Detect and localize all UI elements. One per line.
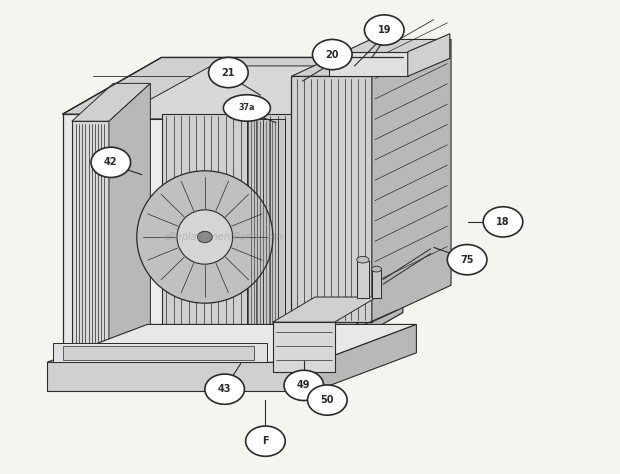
Text: 43: 43 — [218, 384, 231, 394]
Polygon shape — [109, 83, 151, 362]
Circle shape — [91, 147, 131, 177]
Circle shape — [208, 57, 248, 88]
Circle shape — [365, 15, 404, 45]
Ellipse shape — [371, 266, 381, 272]
Text: 75: 75 — [461, 255, 474, 264]
Polygon shape — [63, 114, 304, 369]
Polygon shape — [72, 121, 109, 362]
Text: eReplacementParts.com: eReplacementParts.com — [164, 232, 283, 242]
Polygon shape — [47, 324, 417, 362]
Polygon shape — [162, 114, 298, 357]
Circle shape — [483, 207, 523, 237]
Polygon shape — [273, 322, 335, 372]
Polygon shape — [115, 66, 388, 119]
Polygon shape — [372, 270, 381, 299]
Polygon shape — [247, 119, 285, 355]
Ellipse shape — [356, 256, 369, 263]
Polygon shape — [291, 66, 388, 360]
Polygon shape — [372, 39, 451, 322]
Ellipse shape — [137, 171, 273, 303]
Circle shape — [448, 245, 487, 275]
Polygon shape — [329, 52, 408, 76]
Polygon shape — [47, 362, 316, 391]
Circle shape — [246, 426, 285, 456]
Polygon shape — [63, 346, 254, 360]
Circle shape — [197, 231, 212, 243]
Ellipse shape — [177, 210, 232, 264]
Text: 19: 19 — [378, 25, 391, 35]
Text: 20: 20 — [326, 50, 339, 60]
Text: 21: 21 — [221, 67, 235, 78]
Circle shape — [205, 374, 244, 404]
Polygon shape — [316, 324, 417, 391]
Text: 18: 18 — [496, 217, 510, 227]
Polygon shape — [63, 57, 403, 114]
Text: F: F — [262, 436, 269, 446]
Text: 37a: 37a — [239, 103, 255, 112]
Polygon shape — [53, 343, 267, 362]
Polygon shape — [273, 297, 377, 322]
Polygon shape — [408, 34, 450, 76]
Polygon shape — [115, 119, 291, 360]
Text: 50: 50 — [321, 395, 334, 405]
Polygon shape — [291, 76, 372, 322]
Text: 49: 49 — [297, 381, 311, 391]
Polygon shape — [304, 57, 403, 369]
Text: 42: 42 — [104, 157, 118, 167]
Polygon shape — [291, 39, 451, 76]
Circle shape — [284, 370, 324, 401]
Circle shape — [312, 39, 352, 70]
Polygon shape — [72, 83, 151, 121]
Ellipse shape — [223, 95, 270, 121]
Circle shape — [308, 385, 347, 415]
Polygon shape — [357, 261, 369, 299]
